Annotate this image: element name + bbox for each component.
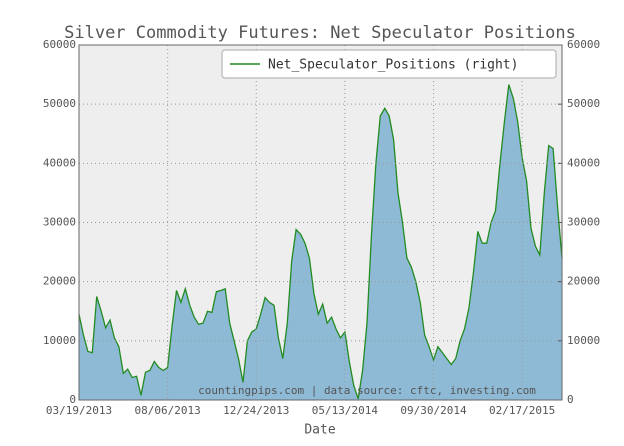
y-tick-label: 20000 <box>43 275 76 288</box>
legend-label: Net_Speculator_Positions (right) <box>268 58 518 73</box>
x-tick-label: 08/06/2013 <box>135 404 201 417</box>
y2-tick-label: 50000 <box>567 97 600 110</box>
x-tick-label: 09/30/2014 <box>400 404 467 417</box>
y2-tick-label: 20000 <box>567 275 600 288</box>
y-tick-label: 10000 <box>43 334 76 347</box>
annotation: countingpips.com | data source: cftc, in… <box>198 384 536 397</box>
legend-box <box>221 49 557 79</box>
y-tick-label: 50000 <box>43 97 76 110</box>
chart-title: Silver Commodity Futures: Net Speculator… <box>64 23 576 43</box>
x-tick-label: 02/17/2015 <box>489 404 555 417</box>
y2-tick-label: 30000 <box>567 216 600 229</box>
x-axis-label: Date <box>304 423 335 438</box>
y2-tick-label: 60000 <box>567 38 600 51</box>
plot-frame <box>78 44 563 401</box>
y-tick-label: 30000 <box>43 216 76 229</box>
y2-tick-label: 40000 <box>567 156 600 169</box>
line <box>78 84 563 400</box>
x-tick-label: 05/13/2014 <box>312 404 379 417</box>
y-tick-label: 40000 <box>43 156 76 169</box>
x-tick-label: 03/19/2013 <box>46 404 112 417</box>
y2-tick-label: 10000 <box>567 334 600 347</box>
area <box>79 84 562 400</box>
x-tick-label: 12/24/2013 <box>223 404 289 417</box>
y2-tick-label: 0 <box>567 393 574 406</box>
y-tick-label: 60000 <box>43 38 76 51</box>
y-tick-label: 0 <box>69 393 76 406</box>
